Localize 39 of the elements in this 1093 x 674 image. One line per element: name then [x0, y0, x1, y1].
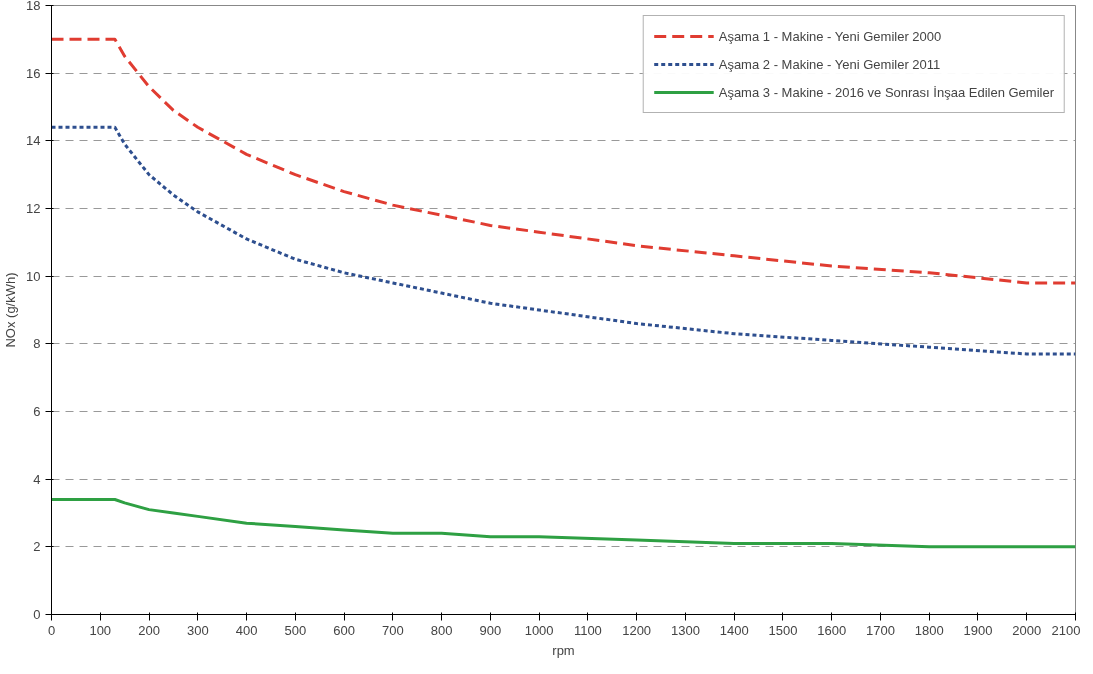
x-tick-label: 200 [138, 622, 160, 638]
y-tick-label: 10 [26, 268, 41, 284]
legend-label: Aşama 3 - Makine - 2016 ve Sonrası İnşaa Edilen Gemiler [718, 84, 1054, 100]
x-tick-label: 900 [479, 622, 502, 638]
x-tick-label: 500 [284, 622, 307, 638]
x-axis-title: rpm [552, 642, 575, 658]
y-tick-label: 14 [26, 133, 41, 149]
x-tick-label: 1500 [768, 622, 798, 638]
x-tick-label: 1800 [914, 622, 944, 638]
y-tick-label: 16 [26, 65, 41, 81]
y-tick-label: 6 [33, 404, 41, 419]
x-tick-label: 1700 [865, 622, 895, 638]
y-tick-label: 2 [33, 539, 41, 555]
y-axis-title: NOx (g/kWh) [3, 272, 19, 348]
x-tick-label: 1400 [719, 622, 749, 638]
y-tick-label: 8 [33, 336, 41, 352]
y-tick-label: 0 [33, 607, 41, 622]
x-tick-label: 1600 [817, 622, 847, 638]
x-tick-label: 1900 [963, 622, 993, 638]
x-tick-label: 1000 [524, 622, 554, 638]
x-tick-label: 0 [47, 622, 56, 638]
x-tick-label: 1300 [670, 622, 700, 638]
x-tick-label: 700 [381, 622, 404, 638]
x-tick-label: 1200 [622, 622, 652, 638]
x-tick-label: 1100 [573, 622, 602, 638]
x-tick-label: 300 [186, 622, 209, 638]
line-series [51, 497, 1076, 549]
legend-label: Aşama 2 - Makine - Yeni Gemiler 2011 [718, 56, 941, 72]
line-series [51, 125, 1076, 356]
y-tick-label: 12 [26, 201, 41, 216]
x-tick-label: 2000 [1012, 622, 1042, 638]
x-tick-label: 100 [89, 622, 112, 638]
x-tick-label: 2100 [1051, 622, 1081, 638]
legend-label: Aşama 1 - Makine - Yeni Gemiler 2000 [718, 28, 942, 44]
x-tick-label: 800 [430, 622, 453, 638]
y-tick-label: 18 [26, 0, 41, 13]
x-tick-label: 600 [333, 622, 355, 638]
x-tick-label: 400 [235, 622, 258, 638]
y-tick-label: 4 [33, 471, 41, 487]
